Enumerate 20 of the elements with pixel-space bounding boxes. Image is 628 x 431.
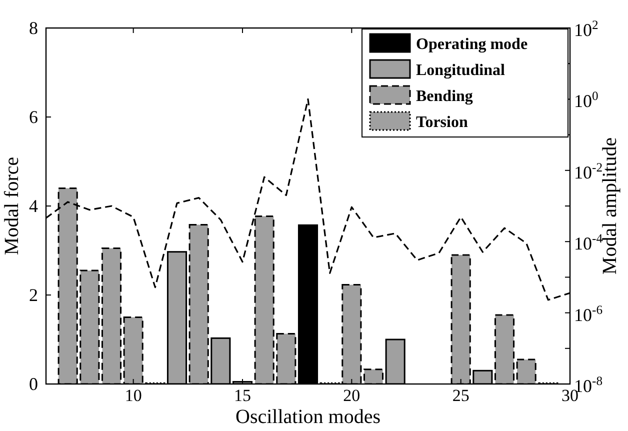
y-tick-label: 6 bbox=[29, 107, 38, 127]
y-tick-label: 4 bbox=[29, 196, 38, 216]
y-tick-label: 8 bbox=[29, 18, 38, 38]
y2-tick-label: 10$^{-6}$ bbox=[574, 302, 602, 325]
x-tick-label: 10 bbox=[124, 386, 142, 405]
y2-tick-label: 10$^{-2}$ bbox=[574, 160, 602, 182]
x-axis-title: Oscillation modes bbox=[236, 406, 381, 428]
x-tick-label: 20 bbox=[343, 386, 360, 405]
y2-tick-label: 10$^{-4}$ bbox=[574, 232, 604, 254]
y-axis-title: Modal force bbox=[1, 156, 23, 256]
x-tick-label: 25 bbox=[452, 386, 470, 405]
legend-label: Operating mode bbox=[416, 36, 528, 53]
legend-label: Longitudinal bbox=[416, 62, 506, 79]
y2-tick-label: 10$^{0}$ bbox=[574, 89, 598, 112]
legend-label: Torsion bbox=[416, 114, 468, 131]
y2-tick-label: 10$^{2}$ bbox=[574, 18, 598, 40]
y-tick-label: 0 bbox=[29, 374, 38, 394]
x-tick-label: 15 bbox=[234, 386, 251, 405]
y-tick-label: 2 bbox=[29, 285, 38, 305]
legend-label: Bending bbox=[416, 88, 473, 105]
